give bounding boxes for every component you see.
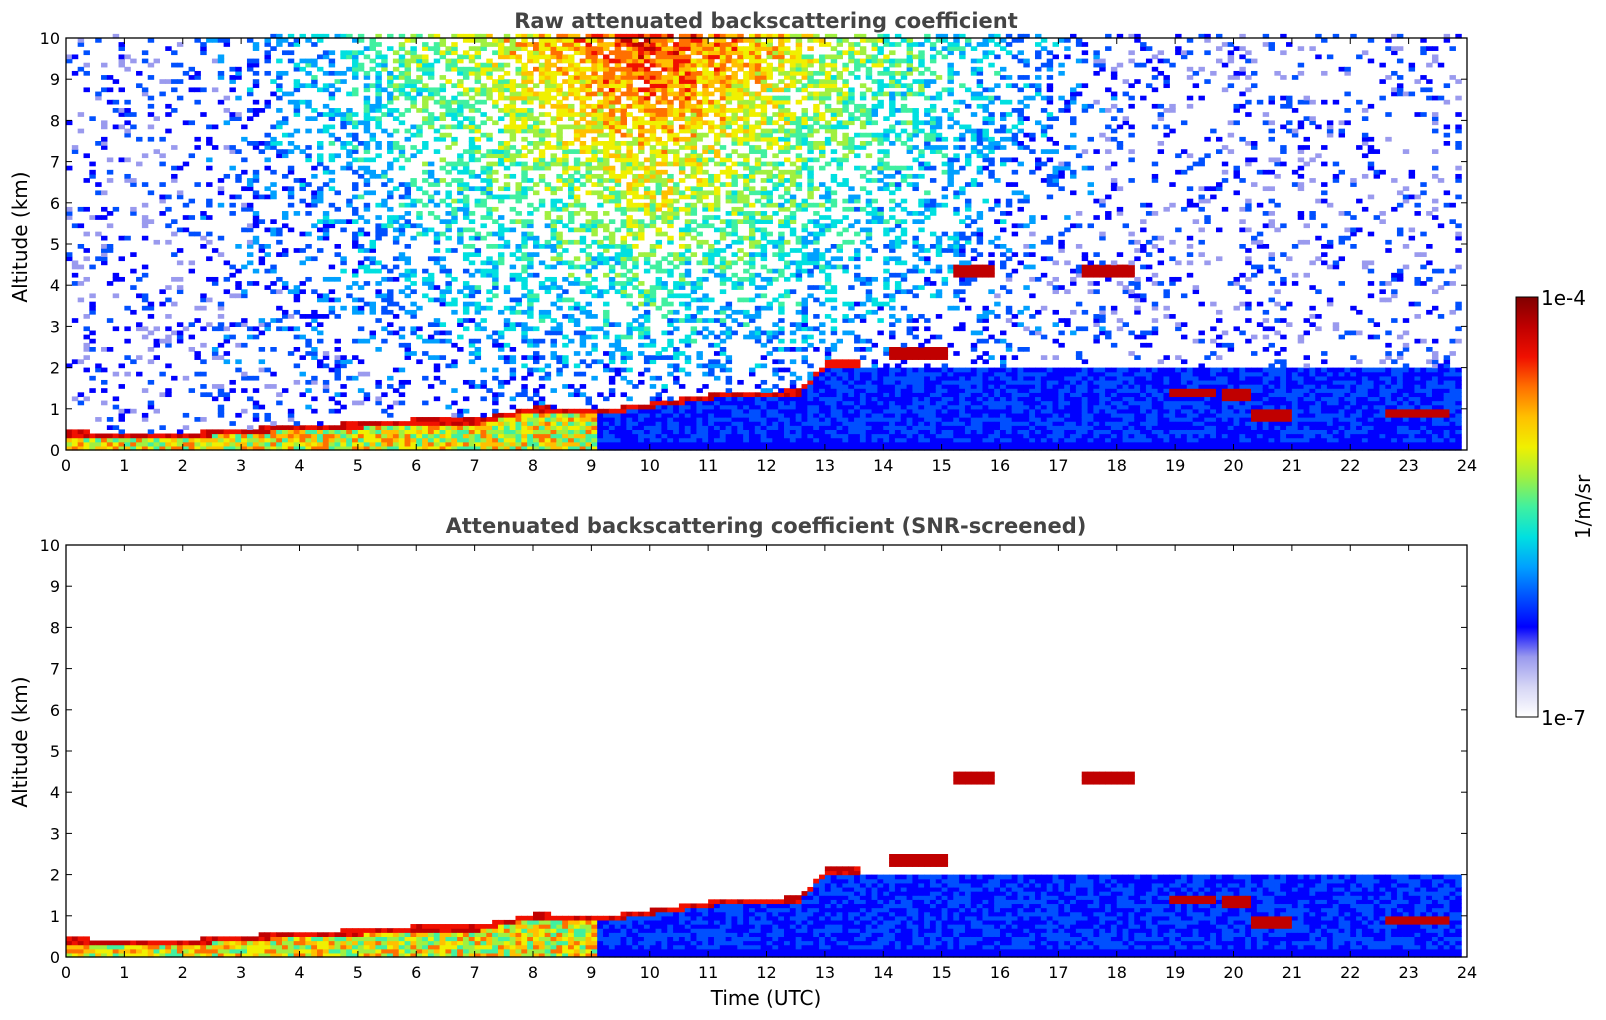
x-tick-label: 15 (931, 456, 951, 475)
x-tick-label: 0 (61, 963, 71, 982)
x-tick-label: 11 (698, 963, 718, 982)
x-tick-label: 13 (815, 456, 835, 475)
top-panel: Raw attenuated backscattering coefficien… (8, 9, 1477, 475)
x-tick-label: 10 (640, 456, 660, 475)
x-tick-label: 8 (528, 456, 538, 475)
x-tick-label: 9 (586, 456, 596, 475)
y-tick-label: 9 (50, 70, 60, 89)
x-tick-label: 22 (1340, 963, 1360, 982)
x-tick-label: 2 (178, 456, 188, 475)
x-tick-label: 20 (1223, 456, 1243, 475)
x-tick-label: 8 (528, 963, 538, 982)
y-tick-label: 0 (50, 441, 60, 460)
x-tick-label: 19 (1165, 456, 1185, 475)
x-tick-label: 14 (873, 963, 893, 982)
x-tick-label: 16 (990, 963, 1010, 982)
y-tick-label: 8 (50, 111, 60, 130)
y-tick-label: 5 (50, 235, 60, 254)
y-tick-label: 4 (50, 783, 60, 802)
x-tick-label: 14 (873, 456, 893, 475)
x-tick-label: 12 (756, 456, 776, 475)
x-tick-label: 4 (294, 963, 304, 982)
x-axis-label: Time (UTC) (710, 986, 822, 1010)
x-tick-label: 7 (470, 963, 480, 982)
heatmap-raster (66, 771, 1462, 958)
y-tick-label: 6 (50, 194, 60, 213)
y-tick-label: 3 (50, 824, 60, 843)
x-tick-label: 1 (119, 456, 129, 475)
y-tick-label: 2 (50, 866, 60, 885)
x-tick-label: 19 (1165, 963, 1185, 982)
x-tick-label: 13 (815, 963, 835, 982)
x-tick-label: 24 (1457, 456, 1477, 475)
x-tick-label: 6 (411, 963, 421, 982)
x-tick-label: 24 (1457, 963, 1477, 982)
top-plot-area: 0 1 2 3 4 5 6 7 8 9 10 11 12 13 14 15 16 17 18 19 20 21 22 23 24… (40, 29, 1478, 475)
x-tick-label: 17 (1048, 963, 1068, 982)
y-tick-label: 9 (50, 577, 60, 596)
colorbar-min-label: 1e-7 (1541, 706, 1586, 730)
x-tick-label: 11 (698, 456, 718, 475)
y-tick-label: 10 (40, 29, 60, 48)
y-tick-label: 8 (50, 618, 60, 637)
y-tick-label: 2 (50, 359, 60, 378)
bottom-panel: Attenuated backscattering coefficient (S… (8, 514, 1477, 1010)
x-tick-label: 21 (1282, 963, 1302, 982)
x-tick-label: 18 (1107, 963, 1127, 982)
x-tick-label: 3 (236, 456, 246, 475)
x-tick-label: 17 (1048, 456, 1068, 475)
x-tick-label: 18 (1107, 456, 1127, 475)
y-tick-label: 1 (50, 400, 60, 419)
bottom-chart-title: Attenuated backscattering coefficient (S… (446, 514, 1087, 538)
heatmap-raster (66, 33, 1462, 451)
y-tick-label: 7 (50, 660, 60, 679)
bottom-plot-area: 0 1 2 3 4 5 6 7 8 9 10 11 12 13 14 15 16 17 18 19 20 21 22 23 24… (40, 536, 1478, 982)
x-tick-label: 16 (990, 456, 1010, 475)
top-chart-title: Raw attenuated backscattering coefficien… (514, 9, 1018, 33)
x-tick-label: 22 (1340, 456, 1360, 475)
x-tick-label: 9 (586, 963, 596, 982)
colorbar-gradient (1515, 296, 1539, 718)
x-tick-label: 0 (61, 456, 71, 475)
y-tick-label: 3 (50, 317, 60, 336)
x-tick-label: 1 (119, 963, 129, 982)
colorbar-unit-label: 1/m/sr (1571, 474, 1595, 539)
x-tick-label: 23 (1398, 456, 1418, 475)
y-tick-label: 1 (50, 907, 60, 926)
y-tick-label: 5 (50, 742, 60, 761)
y-tick-label: 4 (50, 276, 60, 295)
bottom-y-axis-label: Altitude (km) (8, 676, 32, 807)
y-tick-label: 6 (50, 701, 60, 720)
colorbar-max-label: 1e-4 (1541, 286, 1586, 310)
x-tick-label: 6 (411, 456, 421, 475)
x-tick-label: 23 (1398, 963, 1418, 982)
x-tick-label: 20 (1223, 963, 1243, 982)
x-tick-label: 5 (353, 963, 363, 982)
x-tick-label: 2 (178, 963, 188, 982)
top-y-axis-label: Altitude (km) (8, 171, 32, 302)
x-tick-label: 12 (756, 963, 776, 982)
x-tick-label: 4 (294, 456, 304, 475)
y-tick-label: 0 (50, 948, 60, 967)
x-tick-label: 10 (640, 963, 660, 982)
x-tick-label: 15 (931, 963, 951, 982)
y-tick-label: 7 (50, 153, 60, 172)
colorbar: 1e-4 1e-7 1/m/sr (1515, 286, 1595, 730)
x-tick-label: 5 (353, 456, 363, 475)
x-tick-label: 7 (470, 456, 480, 475)
y-tick-label: 10 (40, 536, 60, 555)
x-tick-label: 21 (1282, 456, 1302, 475)
x-tick-label: 3 (236, 963, 246, 982)
